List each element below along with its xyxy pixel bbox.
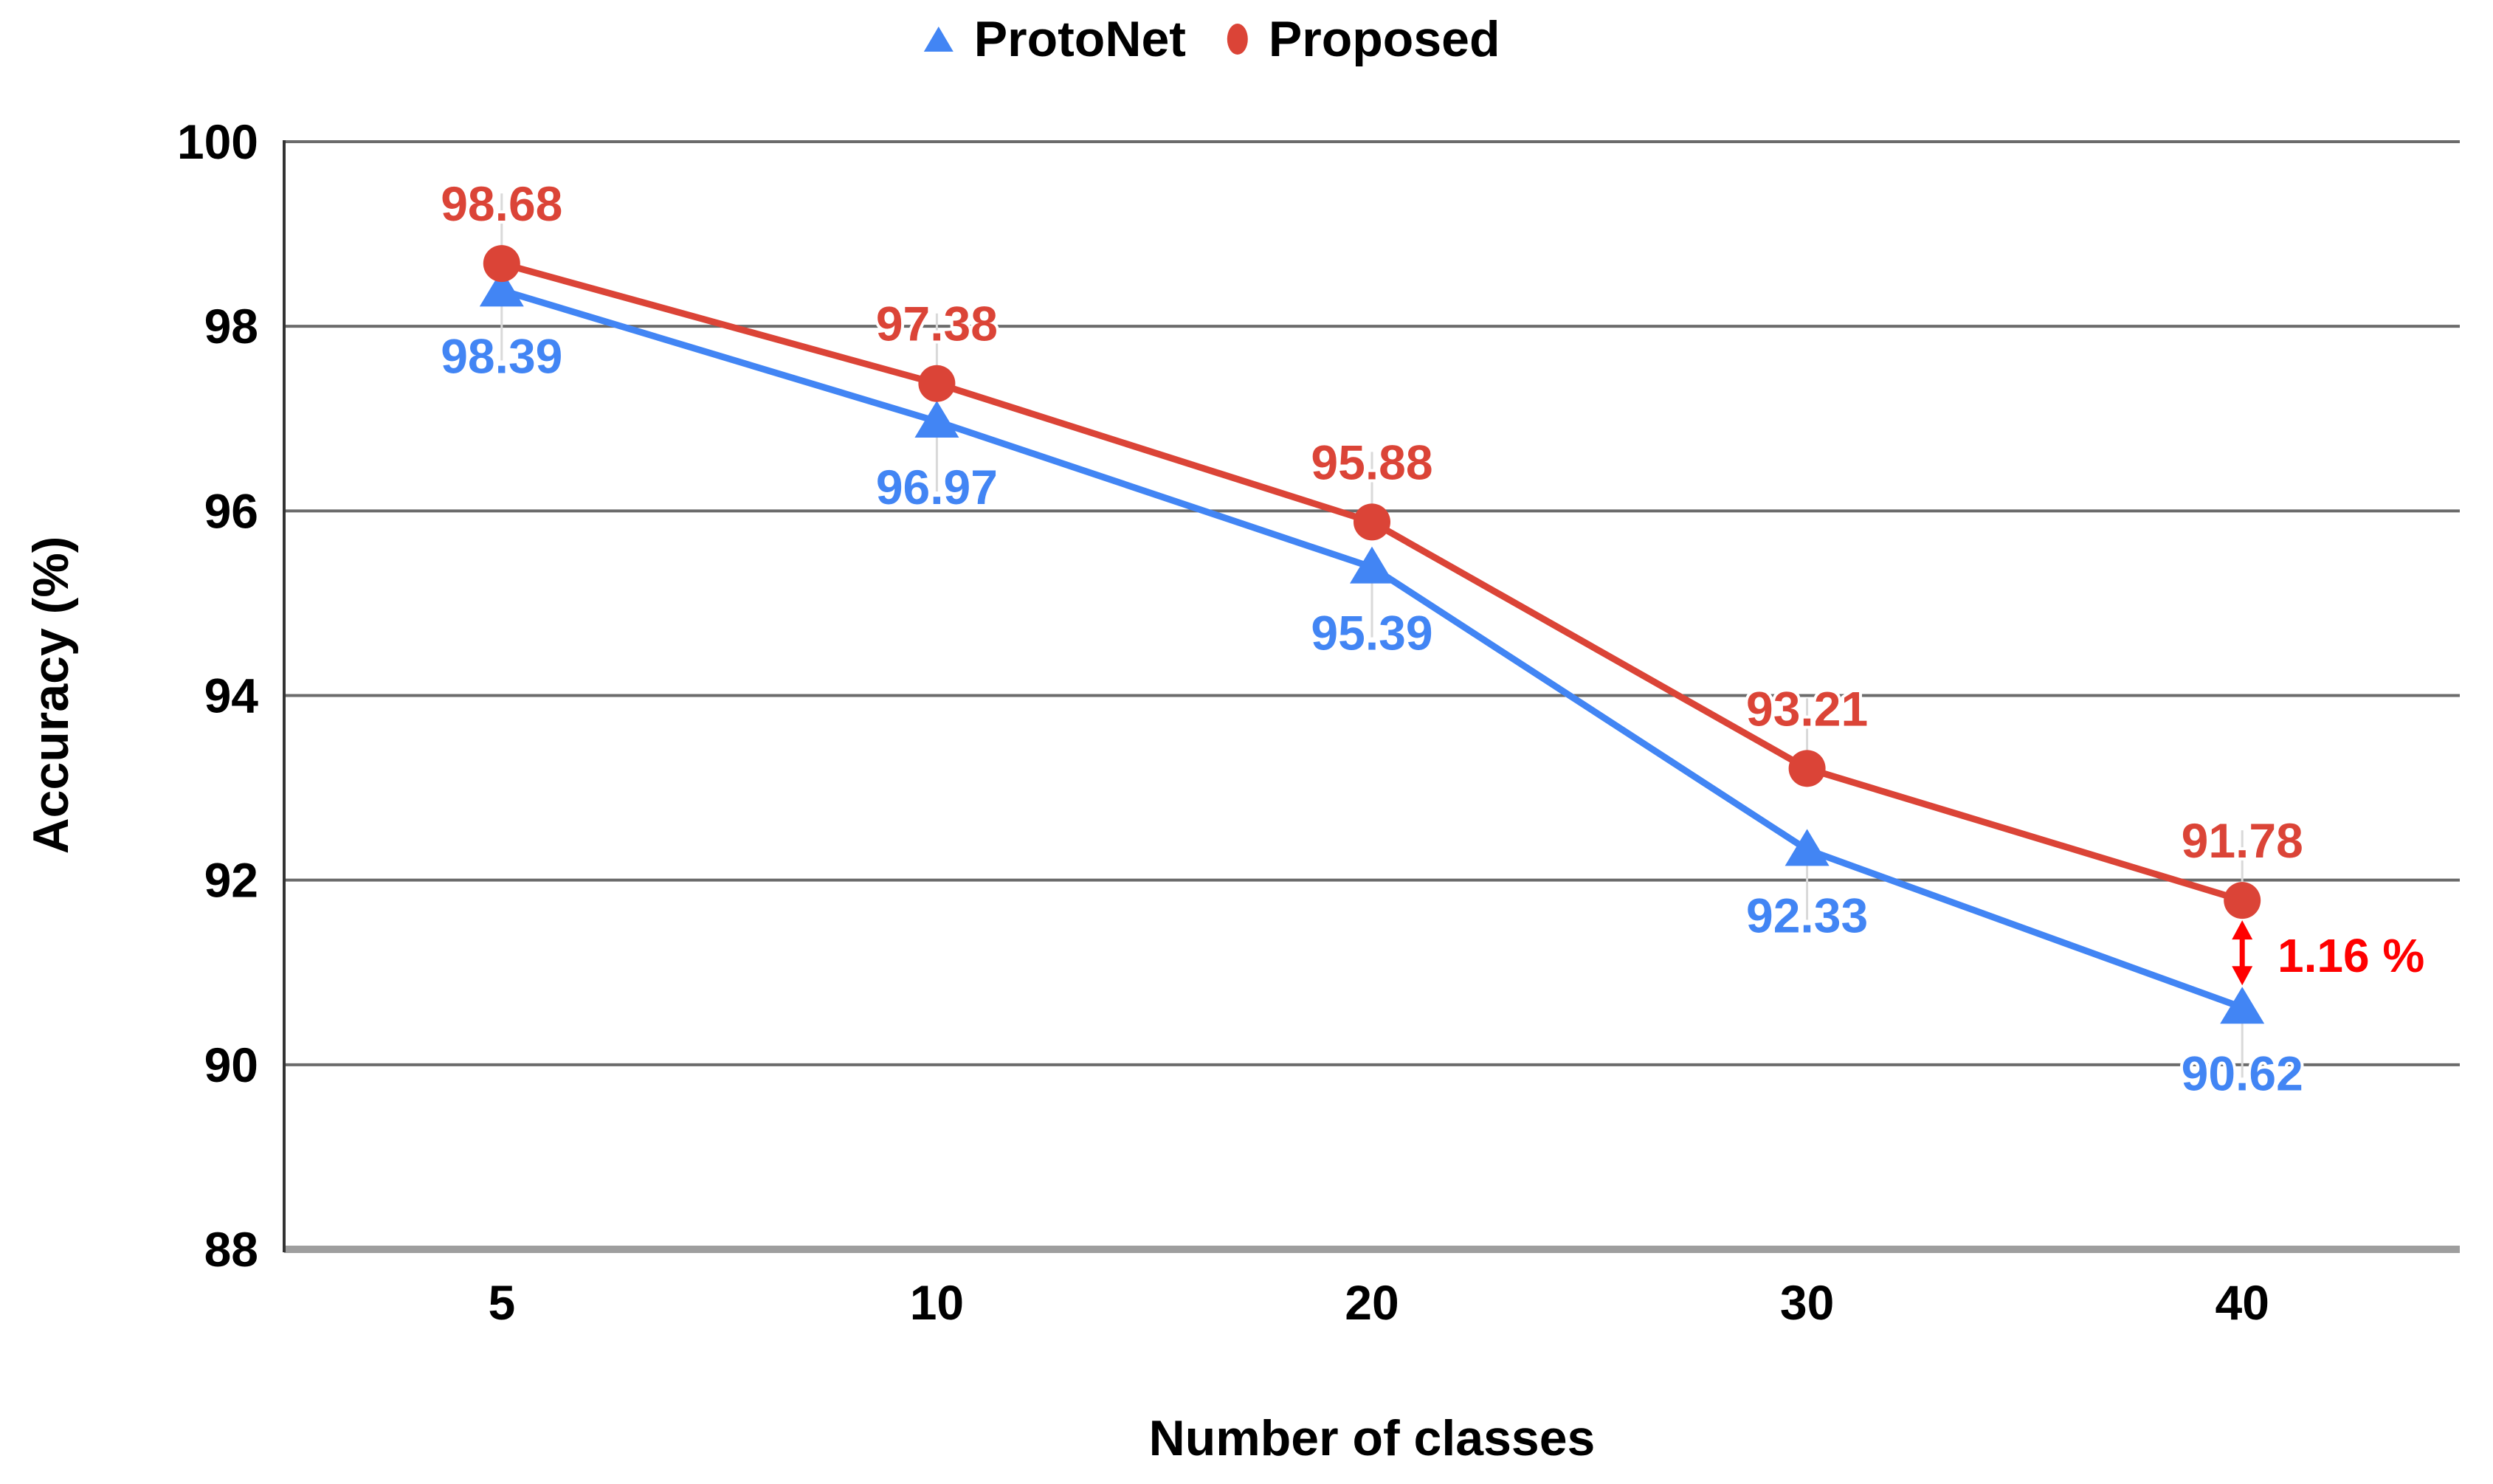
- protonet-value-label-40: 90.62: [2182, 1046, 2303, 1100]
- legend: ProtoNet Proposed: [923, 10, 1500, 68]
- protonet-point-30: [1785, 829, 1830, 866]
- protonet-value-label-30: 92.33: [1746, 888, 1868, 942]
- protonet-value-labels: 98.39 96.97 95.39 92.33 90.62: [438, 325, 2306, 1103]
- protonet-value-label-5: 98.39: [441, 328, 562, 383]
- x-tick-label-40: 40: [2215, 1275, 2269, 1330]
- y-axis-title: Accuracy (%): [23, 536, 79, 855]
- protonet-point-40: [2220, 987, 2265, 1024]
- y-tick-label-90: 90: [204, 1038, 258, 1092]
- x-tick-label-10: 10: [910, 1275, 964, 1330]
- arrowhead-down-icon: [2232, 966, 2253, 986]
- proposed-point-40: [2224, 882, 2261, 919]
- y-tick-label-98: 98: [204, 299, 258, 353]
- legend-item-proposed: Proposed: [1227, 10, 1500, 68]
- x-axis-title: Number of classes: [1149, 1410, 1596, 1466]
- protonet-point-20: [1350, 546, 1394, 584]
- gap-annotation-label: 1.16 %: [2278, 929, 2424, 982]
- y-tick-label-92: 92: [204, 853, 258, 908]
- proposed-point-20: [1354, 503, 1390, 541]
- protonet-point-5: [479, 269, 524, 307]
- proposed-markers: [483, 245, 2261, 919]
- proposed-value-label-5: 98.68: [441, 176, 562, 231]
- difference-arrow: [2232, 920, 2253, 986]
- protonet-value-label-20: 95.39: [1311, 606, 1432, 660]
- protonet-markers: [479, 269, 2265, 1024]
- protonet-value-label-10: 96.97: [876, 460, 998, 514]
- protonet-point-10: [914, 401, 959, 438]
- arrowhead-up-icon: [2232, 920, 2253, 940]
- triangle-marker-icon: [923, 27, 954, 52]
- y-tick-label-96: 96: [204, 483, 258, 538]
- x-tick-label-30: 30: [1780, 1275, 1834, 1330]
- legend-label-proposed: Proposed: [1268, 11, 1500, 67]
- proposed-point-10: [918, 365, 956, 402]
- x-tick-label-5: 5: [488, 1275, 515, 1330]
- proposed-value-label-20: 95.88: [1311, 435, 1432, 489]
- y-tick-label-88: 88: [204, 1222, 258, 1277]
- circle-marker-icon: [1227, 24, 1248, 55]
- gridlines: [284, 140, 2460, 1251]
- legend-label-protonet: ProtoNet: [973, 11, 1186, 67]
- x-tick-label-20: 20: [1345, 1275, 1399, 1330]
- y-tick-label-94: 94: [204, 669, 259, 723]
- proposed-point-30: [1788, 750, 1826, 787]
- tick-labels: 88 90 92 94 96 98 100 5 10 20 30 40: [177, 114, 2269, 1330]
- proposed-point-5: [483, 245, 520, 283]
- proposed-value-labels: 98.68 97.38 95.88 93.21 91.78: [438, 173, 2306, 871]
- y-tick-label-100: 100: [177, 114, 258, 169]
- legend-item-protonet: ProtoNet: [923, 10, 1186, 68]
- proposed-value-label-40: 91.78: [2182, 813, 2303, 868]
- proposed-value-label-10: 97.38: [876, 297, 998, 351]
- proposed-value-label-30: 93.21: [1746, 681, 1868, 736]
